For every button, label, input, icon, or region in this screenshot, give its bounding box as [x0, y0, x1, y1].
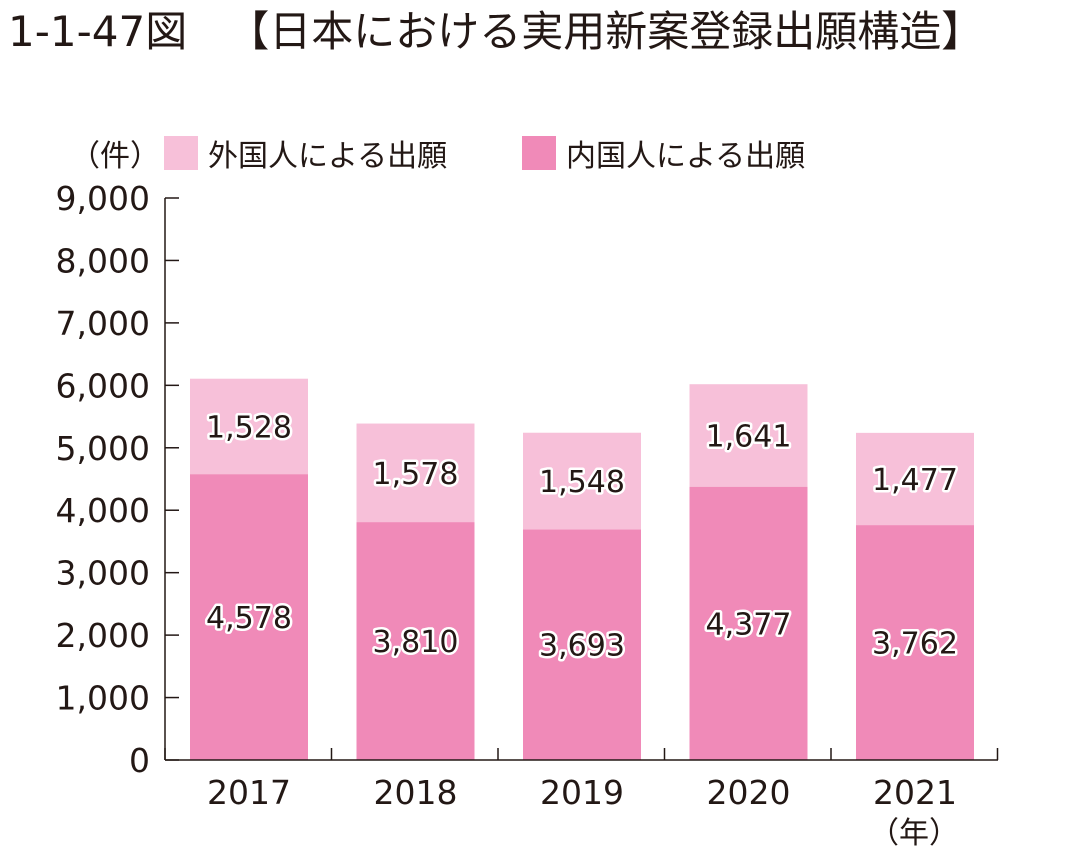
y-tick-label-3000: 3,000: [56, 554, 150, 593]
x-tick-label-2018: 2018: [374, 773, 458, 812]
legend-label-2: 内国人による出願: [566, 139, 805, 174]
value-label-2020-domestic: 4,377: [706, 607, 792, 642]
figure-title: 1-1-47図 【日本における実用新案登録出願構造】: [8, 6, 983, 58]
bar-2019-domestic: [523, 529, 641, 760]
y-tick-label-7000: 7,000: [56, 304, 150, 343]
bar-2021-domestic: [856, 525, 974, 760]
y-tick-label-4000: 4,000: [56, 491, 150, 530]
bar-2021-foreign: [856, 432, 974, 526]
bars: [190, 378, 974, 760]
bar-2017-foreign: [190, 378, 308, 475]
value-label-2018-foreign: 1,578: [373, 457, 459, 492]
y-tick-label-5000: 5,000: [56, 429, 150, 468]
value-label-2017-foreign: 1,528: [206, 410, 292, 445]
x-tick-label-2019: 2019: [540, 773, 624, 812]
y-tick-label-0: 0: [129, 741, 150, 780]
value-label-2021-domestic: 3,762: [872, 627, 958, 662]
bar-2020-foreign: [689, 384, 808, 487]
y-tick-label-1000: 1,000: [56, 679, 150, 718]
legend-swatch-2: [522, 136, 556, 170]
y-tick-label-9000: 9,000: [56, 179, 150, 218]
y-tick-label-8000: 8,000: [56, 241, 150, 280]
value-label-2018-domestic: 3,810: [373, 625, 459, 660]
x-tick-label-2017: 2017: [207, 773, 291, 812]
y-tick-label-2000: 2,000: [56, 616, 150, 655]
value-labels: 4,578 1,528 3,810 1,578 3,693 1,548 4,377 1,641…: [204, 408, 961, 666]
figure-caption: 【日本における実用新案登録出願構造】: [227, 7, 984, 56]
bar-2020-domestic: [689, 486, 808, 760]
bar-2018-domestic: [356, 522, 475, 760]
bar-2017-domestic: [190, 474, 308, 760]
x-tick-label-2021: 2021: [873, 773, 957, 812]
y-axis-unit-label: （件）: [70, 139, 160, 174]
value-label-2021-foreign: 1,477: [872, 463, 958, 498]
axes: 0 1,000 2,000 3,000 4,000 5,000 6,000 7,000 8,00…: [56, 179, 999, 812]
legend: 外国人による出願 内国人による出願: [164, 136, 805, 174]
value-label-2020-foreign: 1,641: [706, 419, 792, 454]
y-tick-label-6000: 6,000: [56, 366, 150, 405]
value-label-2017-domestic: 4,578: [206, 601, 292, 636]
bar-2019-foreign: [523, 432, 641, 530]
legend-label-1: 外国人による出願: [208, 139, 447, 174]
bar-2018-foreign: [356, 423, 475, 523]
value-label-2019-domestic: 3,693: [539, 629, 625, 664]
x-axis-unit-label: （年）: [869, 816, 959, 851]
value-label-2019-foreign: 1,548: [539, 465, 625, 500]
legend-swatch-1: [164, 136, 198, 170]
figure-number: 1-1-47図: [8, 7, 188, 56]
x-tick-label-2020: 2020: [707, 773, 791, 812]
